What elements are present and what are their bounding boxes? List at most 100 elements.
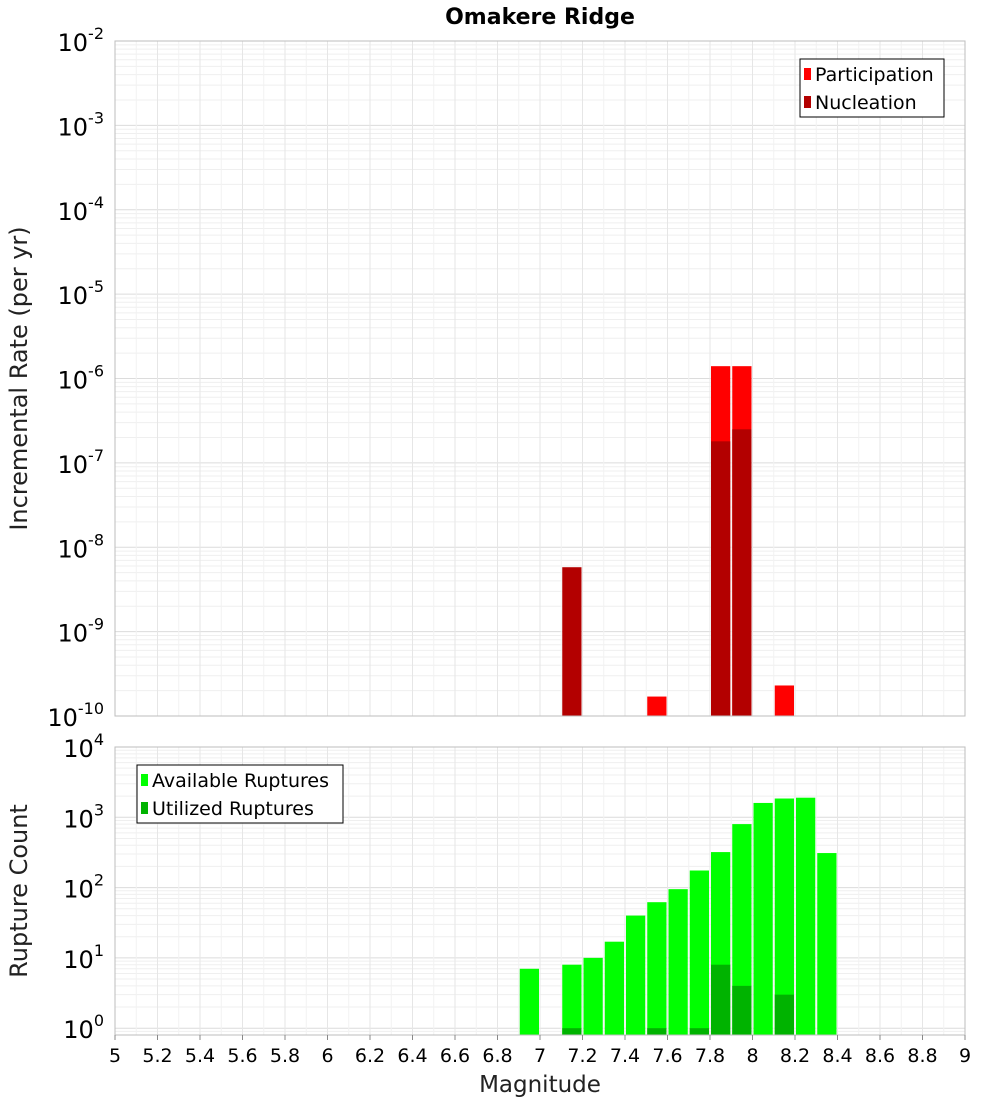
y-axis-label: Rupture Count — [5, 804, 33, 978]
bar — [647, 1028, 667, 1035]
y-tick-base: 10 — [58, 451, 89, 479]
y-tick-base: 10 — [63, 805, 94, 833]
chart-title: Omakere Ridge — [445, 5, 635, 30]
x-axis-label: Magnitude — [479, 1072, 601, 1098]
bar — [732, 429, 752, 716]
y-tick-exponent: -7 — [88, 446, 104, 465]
y-tick-exponent: -10 — [78, 699, 104, 718]
y-tick-label: 103 — [63, 800, 104, 833]
bar — [774, 798, 794, 1035]
bar — [626, 915, 646, 1035]
legend-label: Participation — [815, 64, 934, 86]
bar — [732, 985, 752, 1035]
y-tick-label: 10-8 — [58, 530, 105, 563]
y-tick-label: 10-6 — [58, 362, 105, 395]
y-tick-exponent: -4 — [88, 193, 104, 212]
y-tick-base: 10 — [63, 946, 94, 974]
y-tick-label: 10-4 — [58, 193, 105, 226]
y-tick-label: 10-10 — [47, 699, 104, 732]
y-tick-label: 102 — [63, 871, 104, 904]
bar — [647, 696, 667, 716]
y-tick-label: 104 — [63, 730, 104, 763]
y-tick-base: 10 — [63, 735, 94, 763]
bar — [711, 441, 731, 716]
y-tick-base: 10 — [58, 282, 89, 310]
bar — [689, 1028, 709, 1035]
bar — [689, 870, 709, 1035]
y-tick-exponent: 3 — [94, 800, 104, 819]
bar — [519, 968, 539, 1035]
bar — [668, 889, 688, 1035]
y-axis-label: Incremental Rate (per yr) — [5, 226, 33, 530]
y-tick-label: 10-7 — [58, 446, 105, 479]
y-tick-label: 10-3 — [58, 108, 105, 141]
y-tick-base: 10 — [58, 367, 89, 395]
y-tick-exponent: 2 — [94, 871, 104, 890]
legend: Participation Nucleation — [799, 58, 945, 118]
x-tick-label: 6.6 — [440, 1045, 470, 1067]
bar — [562, 567, 582, 716]
y-tick-base: 10 — [58, 535, 89, 563]
x-tick-label: 8.4 — [822, 1045, 852, 1067]
gridlines — [114, 41, 966, 717]
x-tick-label: 5.4 — [185, 1045, 215, 1067]
y-tick-base: 10 — [47, 704, 78, 732]
x-tick-label: 7.8 — [695, 1045, 725, 1067]
y-tick-exponent: 1 — [94, 941, 104, 960]
series-2-bars — [562, 429, 752, 716]
y-tick-base: 10 — [58, 620, 89, 648]
legend-swatch — [804, 68, 811, 80]
legend-label: Utilized Ruptures — [152, 798, 314, 820]
y-tick-label: 10-9 — [58, 615, 105, 648]
y-tick-base: 10 — [63, 876, 94, 904]
legend-box — [136, 764, 344, 824]
series-1-bars — [519, 797, 837, 1035]
bar — [562, 964, 582, 1035]
legend-box — [799, 58, 945, 118]
bar — [583, 957, 603, 1035]
bar — [562, 1028, 582, 1035]
x-tick-label: 5.2 — [142, 1045, 172, 1067]
x-tick-label: 6.4 — [397, 1045, 427, 1067]
bar — [774, 685, 794, 716]
bar — [647, 902, 667, 1035]
legend: Available Ruptures Utilized Ruptures — [136, 764, 344, 824]
y-tick-exponent: -6 — [88, 362, 104, 381]
y-tick-exponent: -5 — [88, 277, 104, 296]
x-tick-label: 5 — [109, 1045, 121, 1067]
bar — [796, 797, 816, 1035]
y-tick-label: 10-2 — [58, 24, 105, 57]
x-tick-label: 6.8 — [482, 1045, 512, 1067]
bar — [774, 994, 794, 1035]
x-tick-label: 8.6 — [865, 1045, 895, 1067]
y-tick-label: 101 — [63, 941, 104, 974]
legend-swatch — [141, 774, 148, 786]
legend-label: Nucleation — [815, 92, 917, 114]
bar — [732, 824, 752, 1035]
x-tick-label: 8 — [746, 1045, 758, 1067]
x-tick-label: 9 — [959, 1045, 971, 1067]
legend-swatch — [804, 96, 811, 108]
x-tick-label: 8.8 — [907, 1045, 937, 1067]
bar — [711, 964, 731, 1035]
y-tick-base: 10 — [58, 198, 89, 226]
bar — [753, 802, 773, 1035]
x-tick-label: 6 — [321, 1045, 333, 1067]
legend-label: Available Ruptures — [152, 770, 329, 792]
x-tick-label: 6.2 — [355, 1045, 385, 1067]
bar — [817, 853, 837, 1035]
x-tick-label: 7.2 — [567, 1045, 597, 1067]
x-tick-label: 7.4 — [610, 1045, 640, 1067]
y-tick-exponent: -8 — [88, 530, 104, 549]
y-tick-base: 10 — [58, 29, 89, 57]
legend-swatch — [141, 802, 148, 814]
series-2-bars — [562, 964, 794, 1035]
chart-panel-1: 10-1010-910-810-710-610-510-410-310-2Inc… — [5, 5, 966, 732]
x-tick-label: 8.2 — [780, 1045, 810, 1067]
x-tick-label: 5.6 — [227, 1045, 257, 1067]
plot-frame — [114, 40, 966, 717]
y-tick-exponent: 4 — [94, 730, 104, 749]
